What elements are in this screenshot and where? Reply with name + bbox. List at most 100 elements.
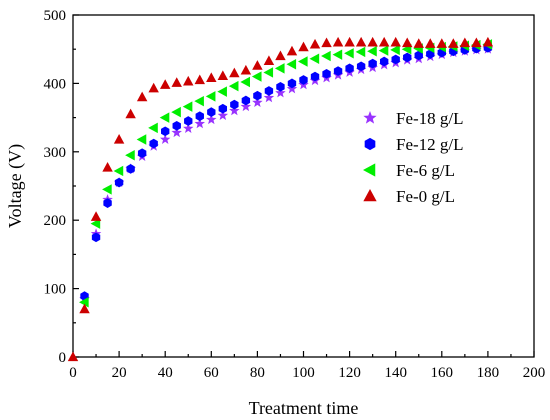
data-point xyxy=(114,177,124,188)
data-point xyxy=(263,67,274,78)
data-point xyxy=(252,60,263,70)
data-point xyxy=(276,81,285,92)
data-point xyxy=(274,63,285,74)
data-point xyxy=(309,53,320,65)
data-point xyxy=(136,134,147,145)
legend-item: Fe-6 g/L xyxy=(363,161,455,180)
data-point xyxy=(275,50,286,61)
series-2 xyxy=(80,42,493,301)
data-point xyxy=(482,36,494,47)
data-point xyxy=(113,133,125,144)
data-point xyxy=(287,78,297,89)
x-tick-label: 60 xyxy=(204,365,219,381)
legend-item: Fe-18 g/L xyxy=(363,109,464,128)
data-point xyxy=(217,86,227,97)
data-point xyxy=(391,54,400,65)
data-point xyxy=(321,50,331,62)
data-point xyxy=(367,46,377,57)
data-point xyxy=(286,45,298,56)
data-point xyxy=(390,44,400,56)
axis-ticks xyxy=(72,14,535,358)
legend: Fe-18 g/L Fe-12 g/L Fe-6 g/L Fe-0 g/L xyxy=(363,109,464,206)
data-point xyxy=(321,37,332,48)
y-tick-label: 400 xyxy=(44,76,67,92)
data-point xyxy=(207,107,216,117)
data-point xyxy=(137,148,147,159)
data-point xyxy=(194,95,204,107)
data-point xyxy=(159,133,171,144)
data-point xyxy=(253,90,262,101)
data-point xyxy=(136,91,148,102)
data-points xyxy=(67,36,494,362)
x-tick-label: 140 xyxy=(384,365,407,381)
legend-label: Fe-0 g/L xyxy=(396,187,455,206)
data-point xyxy=(148,122,158,134)
data-point xyxy=(345,63,354,74)
data-point xyxy=(171,77,182,87)
legend-item: Fe-12 g/L xyxy=(364,135,464,154)
data-point xyxy=(240,101,252,112)
data-point xyxy=(471,37,482,48)
legend-marker xyxy=(363,189,377,202)
legend-item: Fe-0 g/L xyxy=(363,187,455,206)
data-point xyxy=(218,103,228,114)
y-tick-label: 300 xyxy=(44,145,67,161)
data-point xyxy=(195,111,204,122)
data-point xyxy=(379,56,389,67)
data-point xyxy=(90,211,102,221)
y-tick-label: 100 xyxy=(44,282,67,298)
data-point xyxy=(378,45,389,56)
data-point xyxy=(194,74,205,85)
data-point xyxy=(183,123,194,133)
data-point xyxy=(241,95,251,106)
data-point xyxy=(414,50,423,61)
y-tick-label: 500 xyxy=(44,8,67,24)
data-point xyxy=(183,75,194,86)
x-tick-label: 120 xyxy=(338,365,361,381)
data-point xyxy=(228,80,239,92)
data-point xyxy=(125,108,136,119)
data-point xyxy=(403,52,412,63)
data-point xyxy=(264,86,274,96)
data-point xyxy=(229,67,240,78)
legend-label: Fe-18 g/L xyxy=(396,109,464,128)
legend-marker xyxy=(364,137,376,151)
x-tick-label: 80 xyxy=(250,365,265,381)
y-tick-label: 0 xyxy=(59,350,67,366)
legend-marker xyxy=(363,163,376,177)
data-point xyxy=(310,71,320,82)
data-point xyxy=(182,101,193,112)
data-point xyxy=(263,55,275,65)
data-point xyxy=(102,184,112,195)
data-point xyxy=(333,66,343,76)
data-point xyxy=(240,64,252,75)
data-point xyxy=(149,138,158,149)
data-point xyxy=(252,97,263,107)
x-tick-label: 20 xyxy=(112,365,127,381)
data-point xyxy=(332,49,343,60)
y-axis-title: Voltage (V) xyxy=(5,144,26,228)
data-point xyxy=(102,162,113,172)
data-point xyxy=(126,164,135,174)
data-point xyxy=(378,36,390,47)
data-point xyxy=(299,75,308,85)
data-point xyxy=(230,99,239,110)
data-point xyxy=(322,68,331,79)
data-point xyxy=(79,297,89,308)
data-point xyxy=(229,105,240,116)
data-point xyxy=(356,61,366,72)
data-point xyxy=(125,149,135,161)
data-point xyxy=(309,38,321,49)
legend-label: Fe-12 g/L xyxy=(396,135,464,154)
legend-marker xyxy=(363,111,377,124)
data-point xyxy=(172,120,181,131)
legend-label: Fe-6 g/L xyxy=(396,161,455,180)
data-point xyxy=(425,38,436,48)
data-point xyxy=(275,87,286,98)
data-point xyxy=(171,127,182,138)
data-point xyxy=(90,218,101,229)
data-point xyxy=(355,46,366,58)
data-point xyxy=(217,70,229,81)
data-point xyxy=(91,232,101,243)
data-point xyxy=(368,58,377,69)
